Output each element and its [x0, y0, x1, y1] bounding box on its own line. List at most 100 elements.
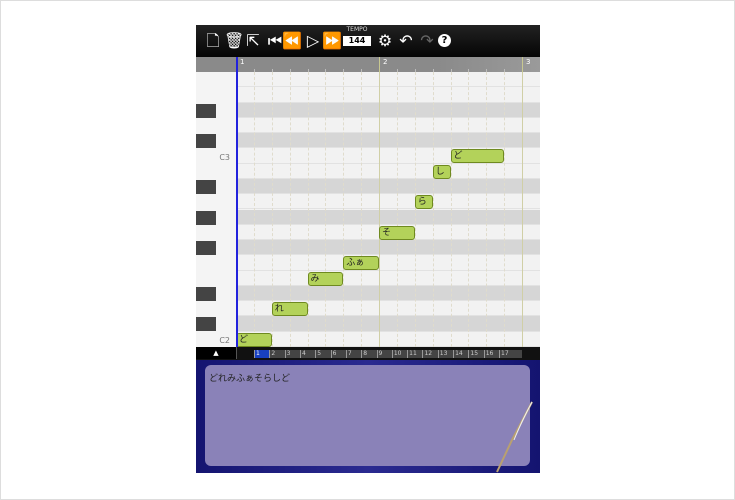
ruler-tick: [504, 69, 506, 72]
beat-line: [396, 72, 398, 347]
ruler-tick: [289, 69, 291, 72]
beat-line: [325, 72, 327, 347]
measure-number: 1: [240, 58, 245, 66]
redo-icon[interactable]: ↷: [420, 31, 434, 50]
beat-line: [450, 72, 452, 347]
playhead[interactable]: [236, 57, 238, 347]
rewind-icon[interactable]: ⏪: [282, 31, 302, 50]
measure-bar-item[interactable]: 15: [468, 350, 483, 358]
measure-bar-item[interactable]: 7: [345, 350, 361, 358]
grid-row[interactable]: [236, 285, 540, 302]
ruler-tick: [414, 69, 416, 72]
grid-row[interactable]: [236, 133, 540, 149]
ruler-tick: [396, 69, 398, 72]
grid-row[interactable]: [236, 102, 540, 118]
grid-row[interactable]: [236, 255, 540, 271]
measure-bar-item[interactable]: 9: [376, 350, 392, 358]
fast-forward-icon[interactable]: ⏩: [322, 31, 342, 50]
note-e2[interactable]: み: [307, 271, 344, 286]
measure-bar-item[interactable]: 8: [361, 350, 376, 358]
grid-row[interactable]: [236, 72, 540, 88]
beat-line: [361, 72, 363, 347]
grid-row[interactable]: [236, 118, 540, 134]
beat-line: [468, 72, 470, 347]
undo-icon[interactable]: ↶: [399, 31, 413, 50]
black-key[interactable]: [196, 241, 216, 256]
measure-bar-item[interactable]: 14: [453, 350, 468, 358]
gear-icon[interactable]: ⚙: [377, 31, 393, 50]
note-d2[interactable]: れ: [271, 302, 308, 317]
beat-line: [253, 72, 255, 347]
note-b2[interactable]: し: [432, 164, 451, 179]
help-icon[interactable]: ?: [438, 34, 451, 47]
black-key[interactable]: [196, 134, 216, 149]
grid-row[interactable]: [236, 209, 540, 225]
grid-row[interactable]: [236, 87, 540, 103]
ruler-tick: [450, 69, 452, 72]
measure-bar[interactable]: 1 2 3 4 5 6 7 8 9 10 11 12 13 14 15 16 17: [254, 350, 522, 358]
note-c2[interactable]: ど: [236, 332, 272, 347]
timeline-ruler[interactable]: 1 2 3: [196, 57, 540, 72]
lyrics-text-field[interactable]: どれみふぁそらしど: [205, 365, 530, 466]
ruler-tick: [307, 69, 309, 72]
black-key[interactable]: [196, 317, 216, 332]
trash-icon[interactable]: 🗑: [224, 31, 245, 50]
measure-bar-item[interactable]: 6: [330, 350, 346, 358]
beat-line: [414, 72, 416, 347]
measure-bar-item[interactable]: 4: [299, 350, 315, 358]
note-grid[interactable]: どれ みふぁ そら しど: [236, 72, 540, 347]
beat-line: [271, 72, 273, 347]
measure-number: 2: [383, 58, 388, 66]
black-key[interactable]: [196, 210, 216, 225]
ruler-tick: [343, 69, 345, 72]
ruler-tick: [325, 69, 327, 72]
key-label-c3: C3: [219, 153, 230, 162]
black-key[interactable]: [196, 103, 216, 118]
measure-navigator: ▲ 1 2 3 4 5 6 7 8 9 10 11 12 13 14 15 16 17: [196, 347, 540, 360]
black-key[interactable]: [196, 179, 216, 194]
measure-bar-item[interactable]: 11: [407, 350, 422, 358]
measure-bar-item[interactable]: 3: [284, 350, 300, 358]
measure-bar-item[interactable]: 13: [437, 350, 453, 358]
ruler-tick: [271, 69, 273, 72]
measure-bar-item[interactable]: 12: [422, 350, 437, 358]
beat-line: [343, 72, 345, 347]
grid-row[interactable]: [236, 194, 540, 210]
grid-row[interactable]: [236, 240, 540, 256]
beat-line: [522, 72, 523, 347]
measure-line: [522, 57, 523, 72]
key-label-c2: C2: [219, 336, 230, 345]
piano-keyboard[interactable]: C3 C2: [196, 72, 236, 347]
ruler-tick: [361, 69, 363, 72]
note-f2[interactable]: ふぁ: [343, 256, 379, 271]
black-key[interactable]: [196, 286, 216, 301]
note-g2[interactable]: そ: [379, 225, 415, 240]
expand-up-button[interactable]: ▲: [196, 347, 237, 359]
grid-row[interactable]: [236, 164, 540, 179]
quill-pen-icon: [496, 401, 533, 473]
beat-line: [504, 72, 506, 347]
share-icon[interactable]: ⇱: [246, 31, 260, 50]
grid-row[interactable]: [236, 301, 540, 317]
tempo-field[interactable]: 144: [343, 36, 371, 46]
measure-bar-item[interactable]: 10: [391, 350, 407, 358]
new-file-icon[interactable]: 🗋: [206, 31, 220, 50]
measure-number: 3: [526, 58, 531, 66]
beat-line: [432, 72, 434, 347]
grid-row[interactable]: [236, 316, 540, 332]
grid-row[interactable]: [236, 178, 540, 195]
note-a2[interactable]: ら: [414, 195, 433, 210]
measure-bar-item[interactable]: 1: [254, 350, 270, 358]
grid-row[interactable]: [236, 271, 540, 286]
measure-bar-item[interactable]: 17: [499, 350, 514, 358]
note-c3[interactable]: ど: [450, 149, 505, 164]
toolbar: 🗋 🗑 ⇱ ⏮ ⏪ ▷ ⏩ TEMPO 144 ⚙ ↶ ↷ ?: [196, 25, 540, 57]
grid-row[interactable]: [236, 332, 540, 347]
measure-bar-item[interactable]: 5: [315, 350, 330, 358]
rewind-start-icon[interactable]: ⏮: [267, 31, 283, 50]
play-icon[interactable]: ▷: [306, 31, 320, 50]
measure-bar-item[interactable]: 2: [269, 350, 284, 358]
measure-bar-item[interactable]: 16: [483, 350, 499, 358]
grid-row[interactable]: [236, 148, 540, 164]
